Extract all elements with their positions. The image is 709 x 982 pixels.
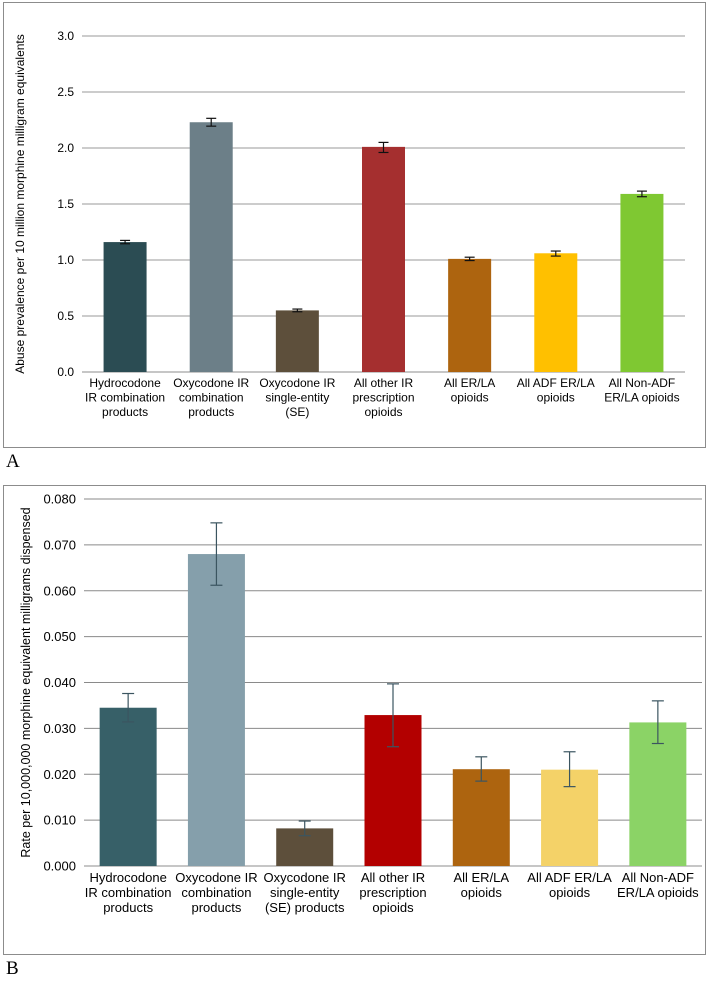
panel-a-category-label-line: Oxycodone IR	[173, 376, 249, 390]
panel-b-category-label-line: All Non-ADF	[622, 870, 694, 885]
panel-a-y-tick-label: 2.0	[57, 141, 74, 155]
panel-a-y-tick-label: 0.5	[57, 309, 74, 323]
panel-a-category-label-line: combination	[179, 391, 244, 405]
panel-a-category-label-line: opioids	[451, 391, 489, 405]
panel-a-category-label-line: opioids	[364, 405, 402, 419]
panel-a-category-label-line: prescription	[352, 391, 414, 405]
panel-a-category-label: All Non-ADF ER/LA opioids	[604, 376, 679, 405]
panel-a-category-label-line: single-entity	[265, 391, 329, 405]
panel-a-category-label-line: All Non-ADF	[609, 376, 676, 390]
panel-b-category-label-line: prescription	[359, 885, 426, 900]
panel-a-bar	[275, 310, 319, 372]
chart-panel-b: 0.000 0.010 0.020 0.030 0.040 0.050 0.060 0.070…	[19, 492, 702, 915]
panel-b-category-label-line: Oxycodone IR	[175, 870, 257, 885]
panel-a-category-label-line: opioids	[537, 391, 575, 405]
panel-b-bar	[452, 769, 510, 866]
panel-a-bar	[362, 146, 405, 372]
panel-a-y-tick-label: 0.0	[57, 365, 74, 379]
panel-b-category-label: All Non-ADF ER/LA opioids	[617, 870, 699, 900]
panel-a-category-label-line: IR combination	[85, 391, 165, 405]
panel-a-category-label: Hydrocodone IR combination products	[85, 376, 165, 419]
panel-b-category-label-line: opioids	[549, 885, 591, 900]
panel-b-category-label: All ER/LA opioids	[453, 870, 509, 900]
panel-b-category-label: Hydrocodone IR combination products	[85, 870, 172, 915]
panel-a-y-tick-label: 1.0	[57, 253, 74, 267]
panel-b-category-label-line: opioids	[372, 900, 414, 915]
panel-b-bar	[187, 554, 245, 866]
panel-b-y-tick-label: 0.060	[43, 583, 76, 598]
panel-b-y-tick-label: 0.020	[43, 767, 76, 782]
panel-b-category-label-line: opioids	[461, 885, 503, 900]
panel-b-category-label-line: Hydrocodone	[89, 870, 166, 885]
panel-a-y-tick-label: 2.5	[57, 85, 74, 99]
panel-a-category-label-line: Oxycodone IR	[259, 376, 335, 390]
panel-b-category-label-line: single-entity	[270, 885, 340, 900]
panel-b-bar	[99, 707, 157, 866]
panel-a-category-label-line: (SE)	[285, 405, 309, 419]
panel-b-bar	[629, 722, 687, 866]
panel-a-category-label: Oxycodone IR single-entity (SE)	[259, 376, 335, 419]
panel-b-category-label: All other IR prescription opioids	[359, 870, 426, 915]
panel-a-bar	[189, 122, 233, 373]
panel-b-y-tick-label: 0.010	[43, 813, 76, 828]
panel-b-category-label-line: products	[191, 900, 241, 915]
panel-a-category-label-line: ER/LA opioids	[604, 391, 679, 405]
panel-a-category-label-line: products	[102, 405, 148, 419]
panel-a-category-label-line: All ER/LA	[444, 376, 495, 390]
panel-b-category-label: Oxycodone IR single-entity (SE) products	[264, 870, 346, 915]
panel-a-category-label-line: All ADF ER/LA	[517, 376, 595, 390]
panel-a-category-label: Oxycodone IR combination products	[173, 376, 249, 419]
panel-b-category-label-line: All ADF ER/LA	[527, 870, 612, 885]
chart-panel-a: 0.0 0.5 1.0 1.5 2.0 2.5 3.0 Abuse prevalence pe…	[13, 29, 685, 419]
panel-a-category-label: All ADF ER/LA opioids	[517, 376, 595, 405]
panel-label-a: A	[6, 451, 20, 472]
panel-a-category-label-line: All other IR	[354, 376, 414, 390]
panel-a-category-label: All other IR prescription opioids	[352, 376, 414, 419]
panel-a-bar	[103, 242, 147, 372]
panel-b-category-label: Oxycodone IR combination products	[175, 870, 257, 915]
panel-b-category-label-line: products	[103, 900, 153, 915]
panel-a-bar	[620, 193, 664, 372]
panel-b-category-label-line: Oxycodone IR	[264, 870, 346, 885]
panel-a-bar	[534, 253, 578, 372]
panel-a-category-label-line: products	[188, 405, 234, 419]
panel-a-y-tick-label: 1.5	[57, 197, 74, 211]
panel-b-category-label-line: IR combination	[85, 885, 172, 900]
panel-b-y-tick-label: 0.030	[43, 721, 76, 736]
panel-b-category-label-line: combination	[181, 885, 251, 900]
panel-label-b: B	[6, 958, 19, 979]
panel-a-category-label-line: Hydrocodone	[89, 376, 161, 390]
panel-b-y-tick-label: 0.000	[43, 859, 76, 874]
panel-b-category-label-line: All other IR	[361, 870, 425, 885]
panel-b-category-label-line: All ER/LA	[453, 870, 509, 885]
panel-b-y-axis-label: Rate per 10,000,000 morphine equivalent …	[19, 507, 33, 857]
panel-a-y-axis-label: Abuse prevalence per 10 million morphine…	[13, 34, 27, 374]
panel-b-category-label-line: (SE) products	[265, 900, 345, 915]
panel-b-y-tick-label: 0.040	[43, 675, 76, 690]
panel-b-category-label: All ADF ER/LA opioids	[527, 870, 612, 900]
panel-a-category-label: All ER/LA opioids	[444, 376, 495, 405]
panel-b-y-tick-label: 0.080	[43, 492, 76, 507]
panel-b-y-tick-label: 0.070	[43, 537, 76, 552]
panel-b-category-label-line: ER/LA opioids	[617, 885, 699, 900]
panel-a-bar	[448, 258, 492, 372]
chart-panel-a-frame	[3, 2, 706, 448]
panel-a-y-tick-label: 3.0	[57, 29, 74, 43]
panel-b-y-tick-label: 0.050	[43, 629, 76, 644]
